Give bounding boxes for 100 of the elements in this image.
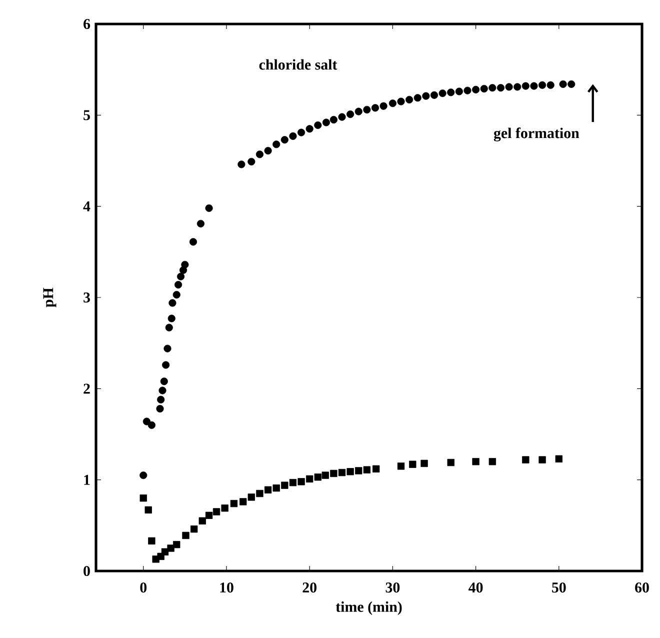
point xyxy=(256,150,264,158)
point xyxy=(167,544,174,552)
x-tick-label: 60 xyxy=(635,582,649,593)
point xyxy=(538,81,546,89)
point xyxy=(272,484,280,492)
point xyxy=(196,220,204,228)
point xyxy=(538,456,546,464)
point xyxy=(420,460,428,468)
point xyxy=(322,118,330,126)
point xyxy=(322,472,329,479)
point xyxy=(174,280,182,289)
point xyxy=(289,132,297,140)
point xyxy=(372,465,380,472)
point xyxy=(409,460,416,468)
point xyxy=(530,82,538,90)
point xyxy=(338,113,346,121)
point xyxy=(298,478,305,486)
point xyxy=(397,462,405,470)
point xyxy=(240,498,247,506)
point xyxy=(256,490,264,498)
point xyxy=(522,456,530,464)
point xyxy=(164,344,172,352)
point xyxy=(380,102,388,110)
point xyxy=(363,466,371,474)
point xyxy=(264,486,272,494)
y-tick-label: 5 xyxy=(84,110,90,120)
point xyxy=(205,204,213,212)
point xyxy=(414,94,422,102)
point xyxy=(472,86,480,94)
point xyxy=(172,290,180,299)
point xyxy=(314,474,322,481)
point xyxy=(144,506,152,514)
point xyxy=(156,404,164,413)
point xyxy=(388,100,396,108)
point xyxy=(205,512,213,519)
y-tick-label: 2 xyxy=(84,384,90,394)
point xyxy=(148,537,156,544)
point xyxy=(264,146,272,154)
point xyxy=(397,98,405,106)
annotation: gel formation xyxy=(494,128,580,142)
point xyxy=(168,299,176,307)
point xyxy=(346,468,354,476)
point xyxy=(173,540,180,548)
point xyxy=(181,260,189,268)
point xyxy=(142,418,150,426)
point xyxy=(330,470,338,478)
point xyxy=(346,110,354,118)
point xyxy=(314,121,322,129)
y-tick-label: 1 xyxy=(84,474,90,485)
point xyxy=(438,89,446,98)
point xyxy=(354,108,362,116)
point xyxy=(306,475,314,483)
x-tick-label: 30 xyxy=(386,582,400,593)
y-tick-label: 4 xyxy=(83,201,90,212)
point xyxy=(406,96,414,104)
point xyxy=(289,478,297,486)
point xyxy=(514,83,522,91)
y-tick-label: 6 xyxy=(84,18,90,30)
point xyxy=(522,82,530,90)
point xyxy=(168,314,176,322)
point xyxy=(157,396,165,404)
point xyxy=(162,361,170,369)
point xyxy=(272,140,280,148)
point xyxy=(248,494,255,501)
point xyxy=(447,88,455,96)
point xyxy=(447,458,454,466)
point xyxy=(176,272,185,280)
point xyxy=(455,88,463,96)
point xyxy=(355,467,362,474)
x-tick-label: 20 xyxy=(302,582,316,593)
point xyxy=(555,455,562,462)
text: chloride salt xyxy=(259,59,338,70)
point xyxy=(281,482,288,489)
point xyxy=(280,136,288,144)
y-axis-title: pH xyxy=(43,288,56,308)
point xyxy=(306,125,314,133)
point xyxy=(505,83,513,91)
point xyxy=(248,158,256,166)
point xyxy=(230,500,238,508)
point xyxy=(338,468,346,476)
point xyxy=(430,91,438,99)
point xyxy=(472,458,480,466)
y-tick-label: 0 xyxy=(84,566,90,576)
point xyxy=(221,504,228,512)
y-tick-label: 3 xyxy=(84,292,90,303)
x-tick-label: 40 xyxy=(468,582,483,593)
x-tick-label: 0 xyxy=(140,582,147,593)
x-tick-label: 50 xyxy=(552,582,566,593)
point xyxy=(464,86,472,94)
point xyxy=(165,324,173,332)
point xyxy=(496,84,505,92)
x-axis-title: time (min) xyxy=(336,601,402,615)
point xyxy=(297,128,306,136)
point xyxy=(158,386,166,394)
point xyxy=(140,494,147,502)
point xyxy=(160,378,168,386)
point xyxy=(330,116,338,124)
point xyxy=(371,104,380,112)
point xyxy=(190,525,198,533)
point xyxy=(546,81,554,89)
